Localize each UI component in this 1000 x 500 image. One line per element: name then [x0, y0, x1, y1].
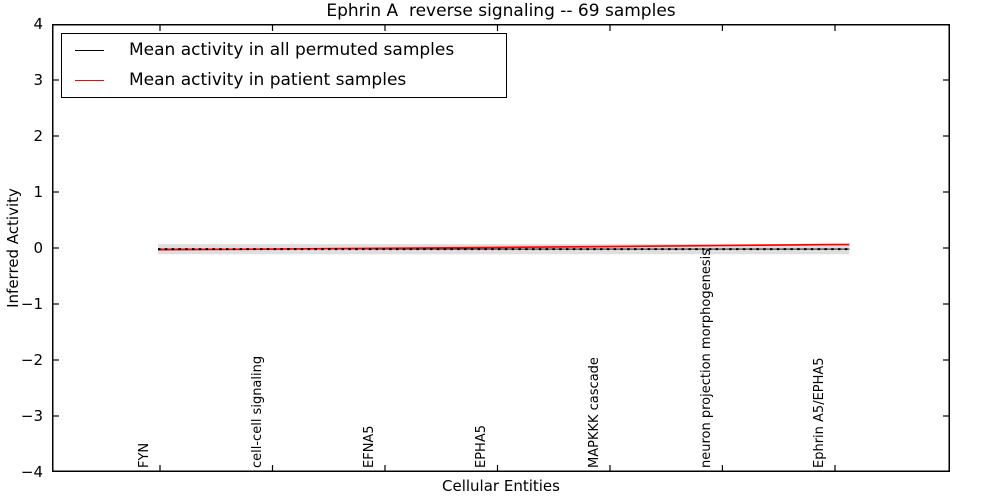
x-tick-label: EPHA5: [474, 425, 490, 468]
y-tick-label: −3: [20, 407, 43, 425]
x-tick-label: MAPKKK cascade: [587, 357, 603, 468]
y-tick-label: 3: [33, 71, 43, 89]
y-tick-label: −2: [20, 351, 43, 369]
x-axis-label: Cellular Entities: [442, 477, 560, 495]
legend-entry-patient: Mean activity in patient samples: [62, 65, 506, 95]
y-tick-label: 2: [33, 127, 43, 145]
x-tick-label: Ephrin A5/EPHA5: [811, 357, 827, 468]
legend-label-permuted: Mean activity in all permuted samples: [129, 40, 455, 60]
x-tick-label: cell-cell signaling: [249, 355, 265, 468]
y-tick-label: 4: [33, 15, 43, 33]
y-tick-label: 1: [33, 183, 43, 201]
y-tick-label: −4: [20, 463, 43, 481]
legend-line-permuted-icon: [75, 49, 104, 51]
patient-mean-line: [158, 243, 850, 251]
x-tick-label: FYN: [137, 442, 153, 468]
y-tick-label: −1: [20, 295, 43, 313]
legend-line-patient-icon: [75, 79, 104, 81]
x-tick-label: EFNA5: [361, 425, 377, 468]
plot-frame: [52, 24, 950, 472]
legend: Mean activity in all permuted samples Me…: [61, 33, 507, 98]
x-tick-label: neuron projection morphogenesis: [699, 249, 715, 468]
legend-entry-permuted: Mean activity in all permuted samples: [62, 35, 506, 65]
plot-area: [52, 24, 950, 472]
y-tick-label: 0: [33, 239, 43, 257]
chart-title: Ephrin A reverse signaling -- 69 samples: [326, 1, 676, 21]
legend-label-patient: Mean activity in patient samples: [129, 70, 407, 90]
